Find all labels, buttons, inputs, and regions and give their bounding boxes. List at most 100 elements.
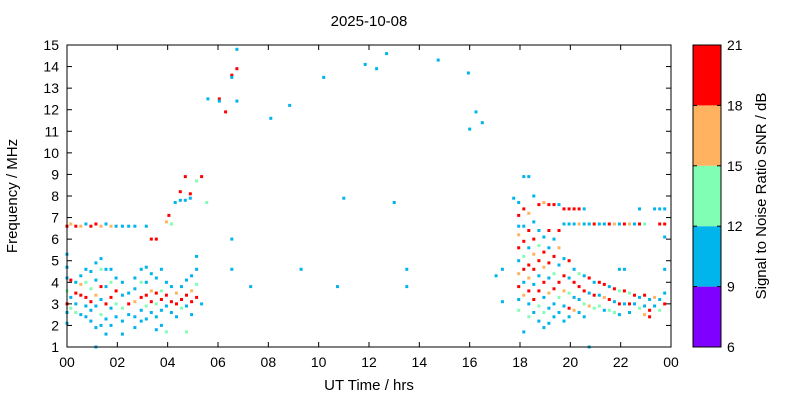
data-point [169,300,173,304]
data-point [527,211,531,215]
data-point [99,267,103,271]
data-point [84,304,88,308]
data-point [517,308,521,312]
data-point [552,237,556,241]
y-tick-label: 5 [51,253,59,269]
data-point [612,311,616,314]
data-point [628,302,631,306]
data-point [144,317,148,321]
data-point [114,289,118,293]
data-point [567,276,571,280]
colorbar-band [693,165,721,227]
data-point [582,289,586,293]
data-point [200,175,204,179]
data-point [217,97,221,101]
data-point [79,274,83,278]
data-point [648,315,652,319]
data-point [517,224,521,228]
data-point [169,311,173,314]
data-point [617,267,621,271]
data-point [79,282,83,286]
data-point [139,295,143,299]
y-tick-label: 2 [51,317,59,333]
data-point [109,267,113,271]
data-point [195,254,199,258]
data-point [164,280,168,284]
data-point [500,300,504,304]
data-point [133,276,137,280]
data-point [169,285,173,289]
x-tick-label: 00 [663,354,679,370]
data-point [74,224,78,228]
data-point [527,246,531,250]
data-point [164,220,168,224]
data-point [133,224,137,228]
data-point [99,313,103,317]
y-tick-label: 13 [43,80,59,96]
data-point [185,278,188,282]
data-point [127,291,131,295]
data-point [663,235,667,239]
colorbar-tick-label: 15 [727,158,743,174]
data-point [522,239,526,243]
data-point [542,235,546,239]
data-point [602,295,606,299]
data-point [522,280,526,284]
data-point [154,328,158,332]
data-point [537,259,541,263]
data-point [517,233,521,237]
data-point [109,306,113,310]
data-point [195,295,199,299]
data-point [230,237,234,241]
data-point [183,175,187,179]
data-point [562,222,566,226]
data-point [638,207,641,211]
data-point [120,293,124,297]
data-point [648,308,652,312]
data-point [557,263,561,267]
data-point [572,207,576,211]
data-point [577,222,581,226]
data-point [235,99,239,103]
data-point [532,194,536,198]
data-point [342,196,346,200]
data-point [94,293,98,297]
data-point [175,302,178,306]
data-point [628,311,631,314]
data-point [602,282,606,286]
x-tick-label: 18 [512,354,528,370]
data-point [532,311,536,314]
data-point [94,278,98,282]
data-point [183,198,187,202]
data-point [562,304,566,308]
data-point [517,259,521,263]
x-axis: 00 02 04 06 08 10 12 14 16 18 20 22 00 [59,45,679,370]
x-tick-label: 12 [361,354,377,370]
data-point [185,293,188,297]
data-point [188,196,192,200]
data-point [592,293,596,297]
data-point [69,278,73,282]
data-point [104,222,108,226]
data-point [175,315,178,319]
data-point [592,306,596,310]
data-point [663,267,667,271]
data-point [79,313,83,317]
data-point [547,321,551,325]
data-point [74,291,78,295]
data-point [527,289,531,293]
data-point [557,246,561,250]
data-point [190,313,194,317]
data-point [537,304,541,308]
data-point [567,259,571,263]
data-point [190,289,194,293]
x-tick-label: 10 [311,354,327,370]
data-point [164,293,168,297]
data-point [572,222,576,226]
data-point [249,285,253,289]
data-point [658,222,662,226]
data-point [120,332,124,336]
data-point [633,222,636,226]
colorbar-tick-label: 9 [727,279,735,295]
